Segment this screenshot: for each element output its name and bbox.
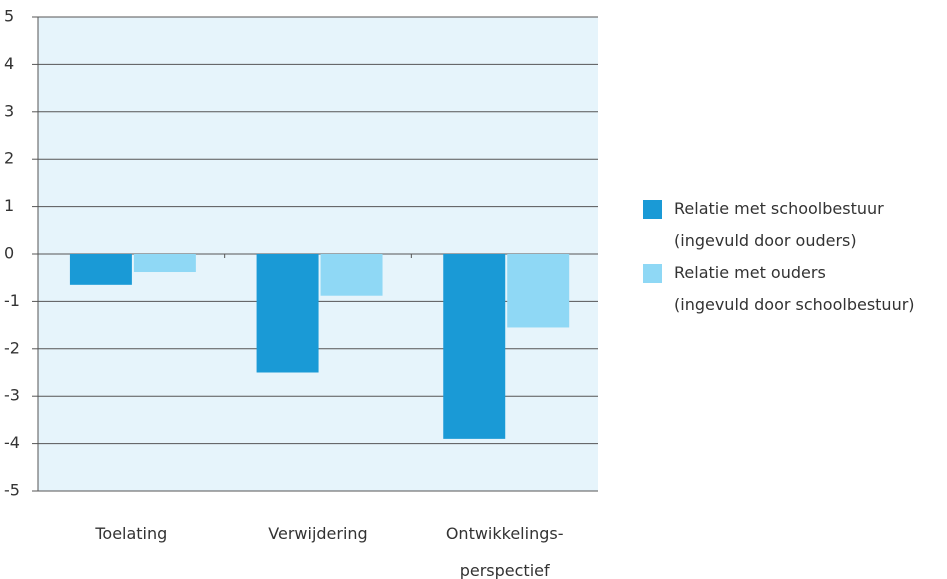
x-tick-label: Toelating: [95, 524, 168, 543]
legend-swatch: [643, 200, 662, 219]
y-tick-label: 3: [4, 101, 14, 120]
legend-label: Relatie met ouders (ingevuld door school…: [674, 263, 915, 314]
bar: [320, 254, 383, 296]
bar: [507, 254, 570, 328]
bar: [133, 254, 196, 273]
legend-label: Relatie met schoolbestuur (ingevuld door…: [674, 199, 884, 250]
bar: [256, 254, 319, 373]
x-tick-label: Verwijdering: [268, 524, 368, 543]
legend-swatch: [643, 264, 662, 283]
y-tick-label: -2: [4, 338, 20, 357]
y-tick-label: 5: [4, 7, 14, 26]
y-tick-label: -4: [4, 433, 20, 452]
y-tick-label: 2: [4, 149, 14, 168]
bar: [443, 254, 506, 439]
y-tick-label: 0: [4, 244, 14, 263]
y-tick-label: -1: [4, 291, 20, 310]
bar: [69, 254, 132, 285]
y-tick-label: -5: [4, 481, 20, 500]
legend-item: Relatie met ouders (ingevuld door school…: [643, 257, 915, 321]
legend-item: Relatie met schoolbestuur (ingevuld door…: [643, 193, 884, 257]
x-tick-label: Ontwikkelings- perspectief: [445, 524, 564, 579]
y-tick-label: 1: [4, 196, 14, 215]
y-tick-label: -3: [4, 386, 20, 405]
y-tick-label: 4: [4, 54, 14, 73]
